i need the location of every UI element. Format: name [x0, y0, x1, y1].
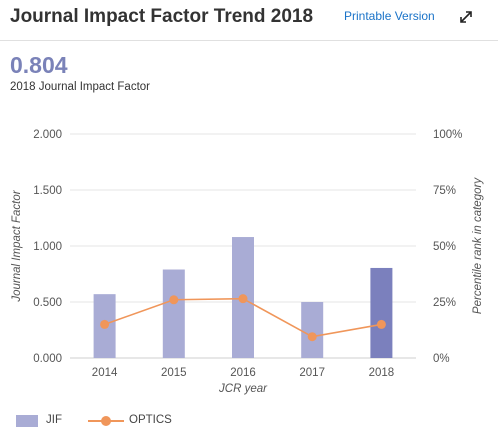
chart-header: Journal Impact Factor Trend 2018 Printab… — [0, 0, 498, 40]
y2-axis-title: Percentile rank in category — [472, 177, 484, 314]
jif-trend-chart: 0.000 0.500 1.000 1.500 2.000 0% 25% 50% 75% 100%… — [11, 129, 484, 395]
y-tick-label: 0.000 — [33, 353, 62, 365]
x-axis-title: JCR year — [218, 383, 268, 395]
optics-point — [376, 319, 386, 329]
expand-arrows-icon[interactable] — [458, 9, 474, 25]
y2-tick-label: 100% — [433, 129, 462, 141]
legend-jif-label: JIF — [46, 414, 62, 426]
jif-bar — [301, 302, 324, 358]
y-tick-label: 1.000 — [33, 241, 62, 253]
y-tick-label: 0.500 — [33, 297, 62, 309]
legend-jif-swatch — [16, 415, 38, 427]
optics-point — [169, 295, 179, 305]
x-tick-label: 2015 — [161, 367, 187, 379]
y-tick-label: 1.500 — [33, 185, 62, 197]
x-tick-label: 2017 — [299, 367, 325, 379]
y2-tick-label: 0% — [433, 353, 450, 365]
x-tick-label: 2018 — [369, 367, 395, 379]
impact-factor-label: 2018 Journal Impact Factor — [10, 81, 150, 93]
chart-title: Journal Impact Factor Trend 2018 — [10, 6, 314, 27]
x-tick-label: 2016 — [230, 367, 256, 379]
chart-legend: JIF OPTICS — [16, 412, 316, 432]
impact-factor-value: 0.804 — [10, 52, 68, 78]
legend-optics-label: OPTICS — [129, 414, 172, 426]
optics-point — [307, 332, 317, 342]
optics-point — [238, 294, 248, 304]
y2-tick-label: 25% — [433, 297, 456, 309]
optics-point — [100, 319, 110, 329]
legend-optics-swatch — [88, 416, 124, 426]
header-divider — [0, 40, 498, 41]
printable-version-link[interactable]: Printable Version — [344, 9, 435, 23]
y2-tick-label: 50% — [433, 241, 456, 253]
y-axis-title: Journal Impact Factor — [11, 189, 23, 302]
y2-tick-label: 75% — [433, 185, 456, 197]
jif-bar — [370, 267, 393, 358]
jif-bar — [162, 269, 185, 358]
x-tick-label: 2014 — [92, 367, 118, 379]
y-tick-label: 2.000 — [33, 129, 62, 141]
